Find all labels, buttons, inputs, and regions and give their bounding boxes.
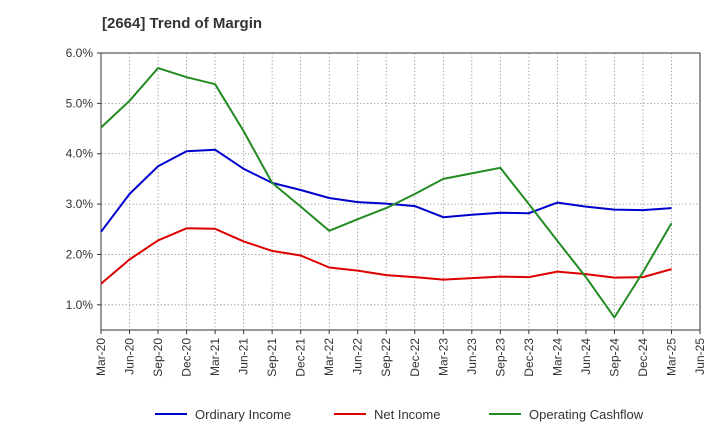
x-tick-label: Dec-20: [180, 338, 194, 377]
plot-frame: [100, 52, 701, 331]
x-tick-label: Mar-23: [436, 338, 450, 376]
x-tick-label: Sep-22: [379, 338, 393, 377]
y-tick-label: 3.0%: [66, 197, 94, 211]
x-tick-label: Mar-21: [208, 338, 222, 376]
x-tick-label: Sep-24: [607, 338, 621, 377]
x-tick-label: Jun-25: [693, 338, 707, 375]
series-line-operating-cashflow: [100, 67, 673, 319]
x-tick-label: Mar-25: [664, 338, 678, 376]
x-tick-label: Sep-20: [151, 338, 165, 377]
x-tick-label: Dec-24: [636, 338, 650, 377]
y-tick-label: 5.0%: [66, 96, 94, 110]
x-tick-label: Dec-21: [294, 338, 308, 377]
y-tick-label: 4.0%: [66, 147, 94, 161]
legend-label-ordinary-income: Ordinary Income: [195, 407, 291, 422]
legend-label-net-income: Net Income: [374, 407, 440, 422]
x-tick-label: Sep-21: [265, 338, 279, 377]
x-tick-label: Jun-22: [351, 338, 365, 375]
x-tick-label: Jun-20: [123, 338, 137, 375]
x-tick-label: Mar-20: [94, 338, 108, 376]
x-tick-label: Dec-22: [408, 338, 422, 377]
x-tick-label: Dec-23: [522, 338, 536, 377]
x-tick-label: Jun-21: [237, 338, 251, 375]
y-tick-label: 6.0%: [66, 46, 94, 60]
x-tick-label: Mar-22: [322, 338, 336, 376]
series-line-ordinary-income: [100, 148, 672, 233]
x-tick-label: Mar-24: [550, 338, 564, 376]
y-tick-label: 2.0%: [66, 247, 94, 261]
legend-label-operating-cashflow: Operating Cashflow: [529, 407, 644, 422]
x-tick-label: Jun-23: [465, 338, 479, 375]
chart-title: [2664] Trend of Margin: [102, 15, 263, 32]
series-line-net-income: [100, 227, 672, 285]
x-tick-label: Sep-23: [493, 338, 507, 377]
x-tick-label: Jun-24: [579, 338, 593, 375]
y-tick-label: 1.0%: [66, 298, 94, 312]
